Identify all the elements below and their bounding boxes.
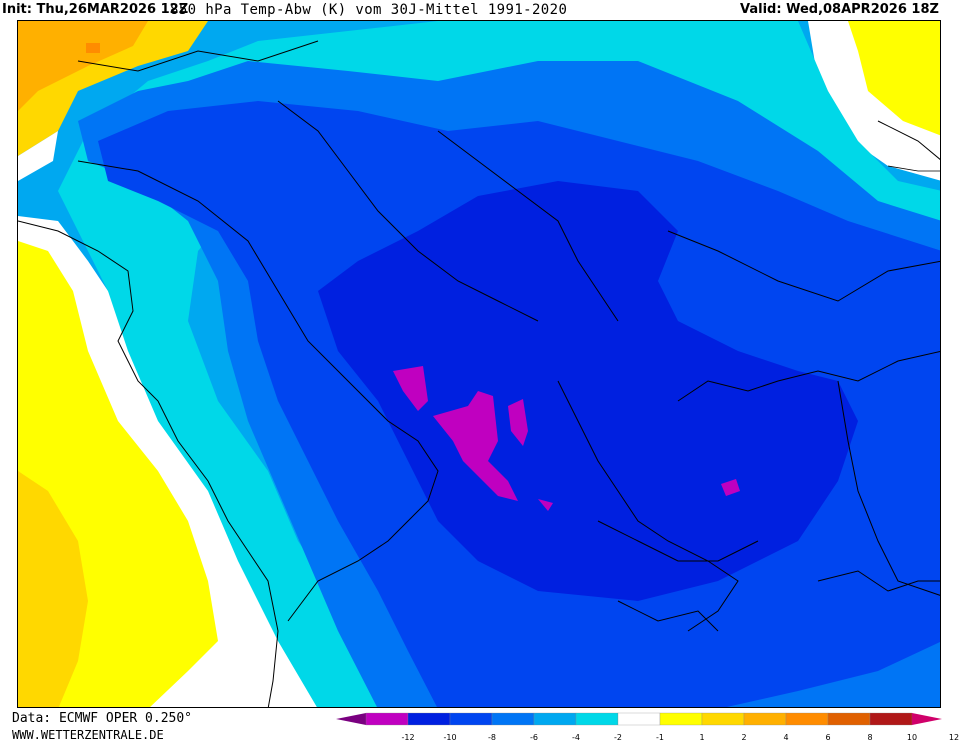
legend-swatch <box>365 712 409 726</box>
legend-tick-label: 1 <box>699 733 705 742</box>
legend-tick-label: -4 <box>572 733 580 742</box>
temperature-anomaly-map <box>17 20 941 708</box>
legend-bar <box>336 712 942 726</box>
legend-swatch <box>617 712 661 726</box>
field-warm-nw-spot <box>86 43 100 53</box>
legend-tick-label: -1 <box>656 733 664 742</box>
field-cool1 <box>58 21 940 707</box>
legend-swatch <box>701 712 745 726</box>
legend-swatch <box>869 712 913 726</box>
legend-swatch <box>827 712 871 726</box>
legend-tick-label: 6 <box>825 733 831 742</box>
legend-tick-label: 10 <box>906 733 918 742</box>
legend-tick-label: 4 <box>783 733 789 742</box>
legend-swatch <box>785 712 829 726</box>
legend-swatch <box>449 712 493 726</box>
valid-time: Valid: Wed,08APR2026 18Z <box>740 2 939 17</box>
field-extreme-5 <box>721 479 740 496</box>
init-time: Init: Thu,26MAR2026 12Z <box>2 2 189 17</box>
legend-tick-label: 2 <box>741 733 747 742</box>
legend-tick-label: 8 <box>867 733 873 742</box>
legend-swatch <box>533 712 577 726</box>
legend-tick-label: -8 <box>488 733 496 742</box>
field-extreme-1 <box>393 366 428 411</box>
isoline-zero <box>887 165 940 172</box>
legend-swatch <box>659 712 703 726</box>
legend-tick-label: -2 <box>614 733 622 742</box>
field-extreme-3 <box>508 399 528 446</box>
legend-tick-label: -6 <box>530 733 538 742</box>
legend-swatch <box>743 712 787 726</box>
field-warm-nw-core <box>18 21 148 111</box>
field-warm-west2 <box>18 471 88 707</box>
field-warm-ne <box>848 21 940 136</box>
field-neutral-nw <box>18 131 58 181</box>
legend-arrow-left <box>336 713 366 725</box>
data-source: Data: ECMWF OPER 0.250° <box>12 711 193 726</box>
footer: Data: ECMWF OPER 0.250° WWW.WETTERZENTRA… <box>0 708 959 742</box>
color-legend: -12 -10 -8 -6 -4 -2 -1 1 2 4 6 8 10 12 <box>336 711 959 742</box>
legend-arrow-right <box>912 713 942 725</box>
legend-tick-label: -12 <box>401 733 415 742</box>
legend-tick-label: 12 <box>948 733 959 742</box>
website-credit: WWW.WETTERZENTRALE.DE <box>12 728 164 742</box>
legend-tick-label: -10 <box>443 733 457 742</box>
legend-swatch <box>575 712 619 726</box>
map-title: 850 hPa Temp-Abw (K) vom 30J-Mittel 1991… <box>170 2 568 18</box>
anomaly-field <box>18 21 940 707</box>
field-cool5 <box>318 181 858 601</box>
coastlines <box>18 40 940 707</box>
header-bar: Init: Thu,26MAR2026 12Z 850 hPa Temp-Abw… <box>0 0 959 20</box>
field-extreme-2 <box>433 391 518 501</box>
legend-swatch <box>407 712 451 726</box>
legend-swatch <box>491 712 535 726</box>
field-extreme-4 <box>538 499 553 511</box>
